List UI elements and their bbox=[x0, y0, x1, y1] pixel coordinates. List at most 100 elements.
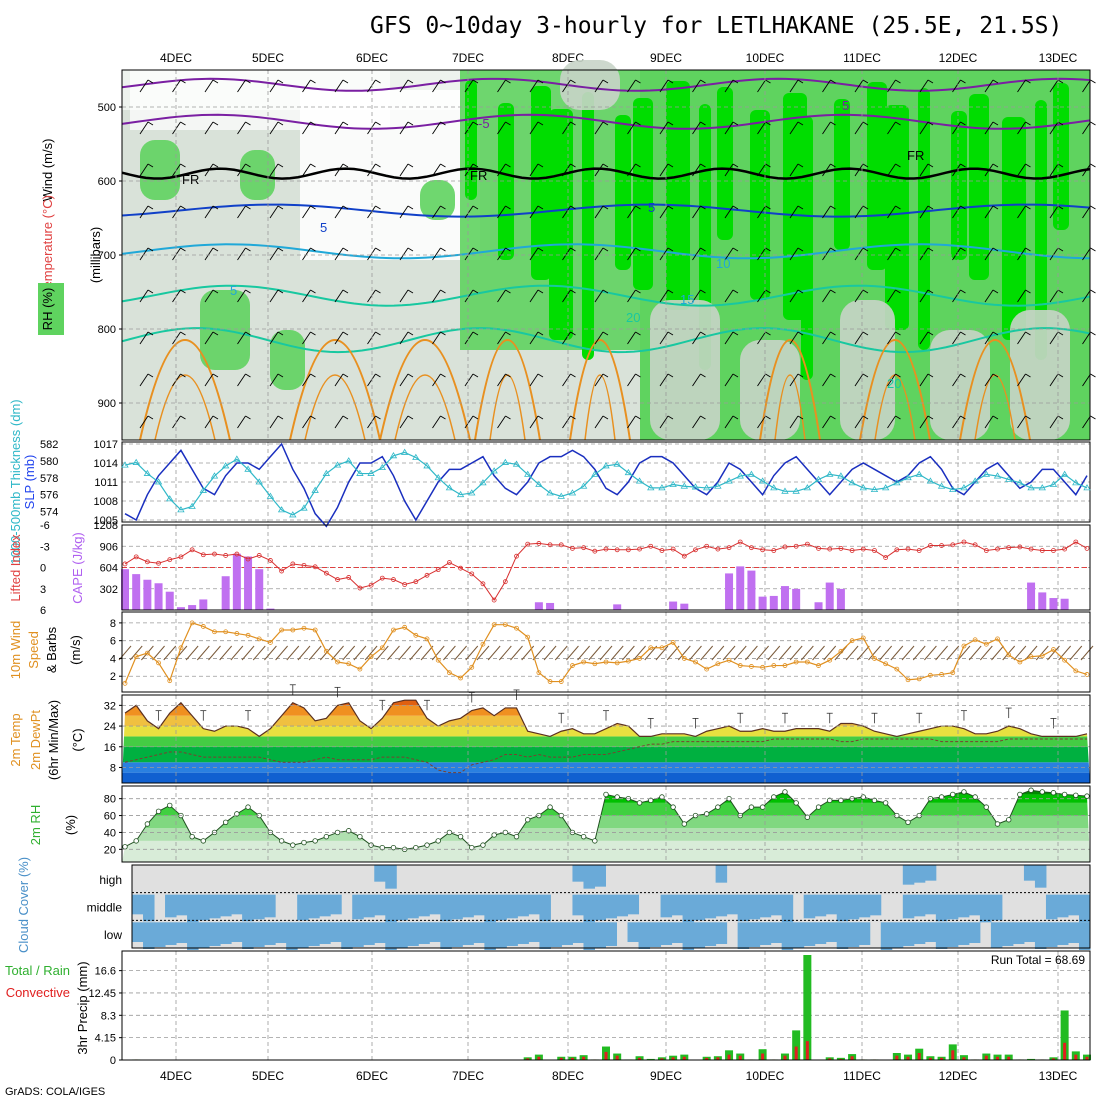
rh-shading bbox=[740, 340, 800, 440]
cloud-cell bbox=[165, 894, 177, 918]
wind-barb bbox=[830, 247, 836, 252]
wind-barb bbox=[277, 289, 284, 294]
wind-barb bbox=[692, 373, 701, 387]
thickness-marker bbox=[1016, 479, 1024, 486]
wind-barb bbox=[957, 645, 971, 661]
wind-speed-marker bbox=[916, 676, 922, 682]
rh-marker bbox=[983, 804, 990, 810]
wind-barb bbox=[1025, 415, 1031, 420]
lifted-index-marker bbox=[715, 546, 721, 552]
cloud-cell bbox=[968, 922, 981, 943]
lifted-index-marker bbox=[446, 560, 452, 565]
wind-barb bbox=[180, 121, 186, 126]
rh-marker bbox=[961, 789, 967, 795]
wind-barb bbox=[407, 373, 414, 378]
thickness-marker bbox=[535, 480, 543, 487]
wind-barb bbox=[172, 163, 181, 177]
wind-barb bbox=[399, 121, 409, 135]
lifted-index-marker bbox=[279, 568, 285, 574]
wind-barb bbox=[1058, 645, 1072, 661]
wind-barb bbox=[887, 79, 896, 93]
convective-bar bbox=[794, 1046, 798, 1060]
wind-speed-marker bbox=[368, 654, 374, 660]
wind-barb bbox=[952, 331, 961, 345]
thickness-marker bbox=[993, 472, 1002, 479]
wind-barb bbox=[887, 247, 896, 261]
wind-barb bbox=[537, 415, 544, 420]
cloud-cell bbox=[143, 922, 155, 949]
wind-barb bbox=[334, 121, 344, 135]
cloud-cell bbox=[847, 922, 860, 947]
thickness-marker bbox=[781, 487, 789, 494]
wind-barb bbox=[1025, 373, 1031, 378]
wind-barb bbox=[472, 331, 479, 336]
wind-barb bbox=[472, 247, 479, 252]
wind-barb bbox=[464, 289, 474, 303]
wind-speed-marker bbox=[737, 663, 743, 668]
wind-barb bbox=[659, 163, 669, 177]
cape-bar bbox=[121, 569, 129, 610]
cloud-cell bbox=[627, 894, 640, 915]
wind-barb bbox=[602, 415, 609, 420]
wind-barb bbox=[854, 163, 864, 177]
convective-bar bbox=[604, 1051, 608, 1060]
thickness-marker bbox=[345, 457, 353, 464]
wind-barb bbox=[797, 205, 804, 210]
cloud-cell bbox=[264, 922, 276, 945]
cape-bar bbox=[680, 603, 689, 610]
wind-barb bbox=[342, 645, 356, 661]
wind-barb bbox=[532, 645, 546, 661]
convective-bar bbox=[928, 1057, 932, 1060]
thickness-marker bbox=[300, 504, 308, 511]
lifted-index-marker bbox=[256, 553, 262, 558]
cloud-cell bbox=[869, 894, 882, 916]
thickness-marker bbox=[356, 469, 364, 476]
wind-barb bbox=[667, 205, 674, 210]
rh-marker bbox=[524, 817, 531, 823]
rh-marker bbox=[938, 794, 945, 800]
wind-barb bbox=[562, 247, 571, 261]
thickness-marker bbox=[188, 502, 196, 509]
wind-barb bbox=[797, 163, 804, 168]
cloud-cell bbox=[792, 922, 805, 948]
wind-barb bbox=[700, 331, 706, 336]
wind-barb bbox=[887, 373, 896, 387]
wind-barb bbox=[1080, 645, 1094, 661]
wind-barb bbox=[732, 415, 739, 420]
wind-barb bbox=[129, 645, 143, 661]
wind-barb bbox=[399, 289, 409, 303]
convective-bar bbox=[783, 1055, 787, 1060]
wind-barb bbox=[398, 645, 412, 661]
lifted-index-marker bbox=[581, 545, 587, 551]
wind-barb bbox=[375, 373, 381, 378]
thickness-marker bbox=[434, 474, 442, 481]
rh-marker bbox=[457, 833, 464, 840]
cloud-cell bbox=[407, 894, 419, 919]
y-tick-label: 24 bbox=[104, 721, 116, 733]
wind-barb bbox=[919, 331, 929, 345]
cloud-cell bbox=[715, 922, 728, 944]
lifted-index-marker bbox=[972, 542, 978, 548]
lifted-index-marker bbox=[346, 575, 352, 580]
wind-barb bbox=[765, 289, 771, 294]
wind-barb bbox=[927, 79, 934, 84]
wind-barb bbox=[537, 289, 544, 294]
convective-bar bbox=[705, 1057, 709, 1060]
wind-barb bbox=[822, 121, 831, 135]
wind-barb bbox=[497, 121, 506, 135]
lifted-index-marker bbox=[894, 547, 900, 553]
wind-speed-marker bbox=[536, 670, 542, 676]
cloud-cell bbox=[803, 894, 816, 919]
cloud-cell bbox=[770, 922, 783, 943]
wind-barb bbox=[895, 415, 901, 420]
rh-marker bbox=[424, 842, 430, 848]
wind-barb bbox=[635, 79, 641, 84]
cloud-cell bbox=[506, 894, 518, 919]
wind-barb bbox=[147, 289, 154, 294]
wind-barb bbox=[887, 331, 896, 345]
wind-speed-marker bbox=[637, 656, 642, 661]
rh-marker bbox=[759, 804, 766, 810]
cloud-cell bbox=[550, 922, 562, 947]
cloud-cell bbox=[418, 894, 430, 917]
wind-speed-marker bbox=[547, 679, 553, 684]
